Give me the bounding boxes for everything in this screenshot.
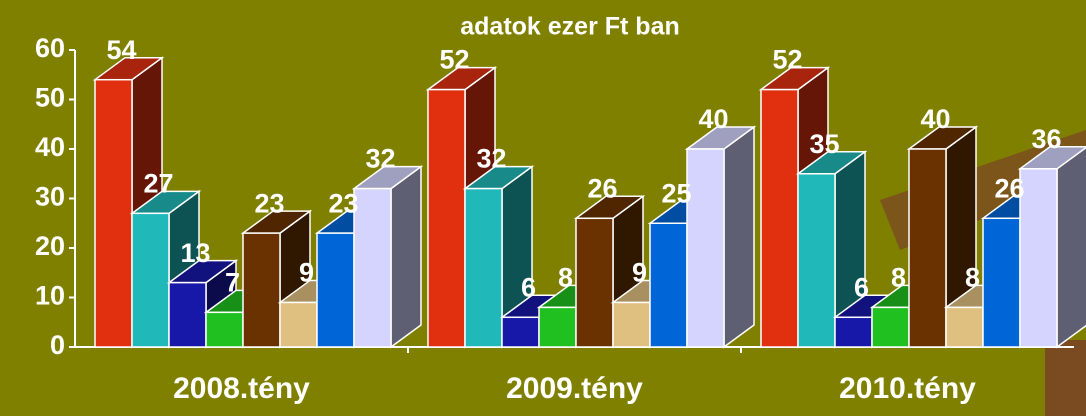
bar-side xyxy=(723,125,755,349)
data-label: 6 xyxy=(521,272,536,302)
x-tick-label: 2010.tény xyxy=(839,372,976,405)
data-label: 32 xyxy=(365,144,395,174)
bar xyxy=(316,232,355,348)
bar xyxy=(168,281,207,348)
data-label: 36 xyxy=(1031,124,1061,154)
data-label: 54 xyxy=(106,35,136,65)
bar xyxy=(205,311,244,348)
data-label: 8 xyxy=(965,263,980,293)
data-label: 35 xyxy=(809,129,839,159)
bar xyxy=(871,306,910,348)
y-tick-label: 30 xyxy=(35,182,65,212)
y-tick-label: 0 xyxy=(50,330,65,360)
data-label: 27 xyxy=(143,168,173,198)
data-label: 32 xyxy=(476,144,506,174)
data-label: 40 xyxy=(698,104,728,134)
bar xyxy=(94,78,133,348)
data-label: 26 xyxy=(994,173,1024,203)
y-tick-label: 40 xyxy=(35,132,65,162)
bar xyxy=(353,187,392,348)
data-label: 13 xyxy=(180,238,210,268)
bar xyxy=(1019,168,1058,348)
x-tick-label: 2009.tény xyxy=(506,372,643,405)
bar-side xyxy=(1056,146,1086,349)
data-label: 9 xyxy=(632,258,647,288)
y-tick-label: 20 xyxy=(35,231,65,261)
data-label: 8 xyxy=(891,263,906,293)
y-tick-label: 10 xyxy=(35,281,65,311)
bar xyxy=(982,217,1021,348)
bar xyxy=(131,212,170,348)
data-label: 25 xyxy=(661,178,691,208)
bar xyxy=(501,316,540,348)
bar-side xyxy=(390,165,422,349)
bar xyxy=(686,148,725,348)
x-tick-label: 2008.tény xyxy=(173,372,310,405)
data-label: 23 xyxy=(254,188,284,218)
bar xyxy=(797,173,836,348)
bar xyxy=(279,301,318,348)
data-label: 8 xyxy=(558,263,573,293)
chart-title: adatok ezer Ft ban xyxy=(460,13,680,41)
bar xyxy=(575,217,614,348)
bar xyxy=(760,88,799,348)
data-label: 6 xyxy=(854,272,869,302)
bar xyxy=(649,222,688,348)
y-tick-label: 50 xyxy=(35,83,65,113)
bar xyxy=(834,316,873,348)
bar xyxy=(538,306,577,348)
background-decoration xyxy=(1045,340,1086,416)
data-label: 23 xyxy=(328,188,358,218)
bar xyxy=(464,187,503,348)
data-label: 52 xyxy=(439,45,469,75)
y-tick-label: 60 xyxy=(35,33,65,63)
bar xyxy=(945,306,984,348)
data-label: 9 xyxy=(299,258,314,288)
data-label: 7 xyxy=(225,267,240,297)
bar xyxy=(427,88,466,348)
data-label: 40 xyxy=(920,104,950,134)
bar xyxy=(612,301,651,348)
bar xyxy=(242,232,281,348)
data-label: 26 xyxy=(587,173,617,203)
bar xyxy=(908,148,947,348)
data-label: 52 xyxy=(772,45,802,75)
